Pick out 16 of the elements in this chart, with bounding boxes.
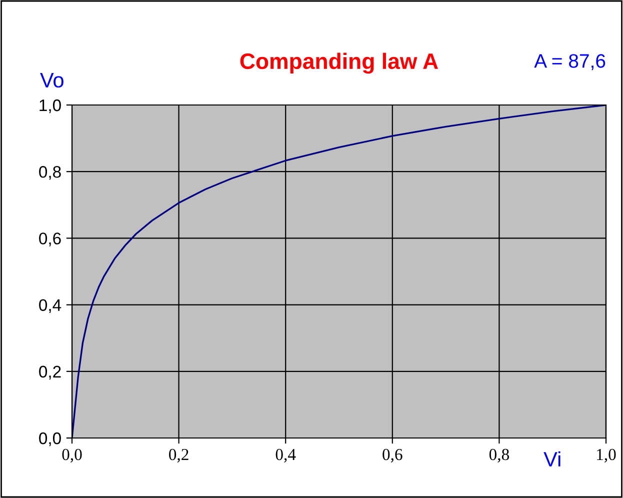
y-tick-label: 0,2 (39, 366, 61, 380)
x-axis-title: Vi (544, 451, 560, 466)
x-tick-label: 1,0 (597, 448, 616, 463)
y-tick-label: 0,4 (39, 299, 62, 313)
chart-title: Companding law A (240, 52, 438, 74)
x-tick-label: 0,4 (276, 448, 296, 463)
x-tick-label: 0,8 (489, 448, 509, 463)
text: A = 87,6 (534, 54, 606, 70)
x-tick-label: 0,6 (382, 448, 402, 463)
y-axis-title: Vo (40, 73, 64, 88)
y-tick-label: 0,8 (39, 166, 61, 180)
x-tick-label: 0,0 (62, 448, 82, 463)
y-tick-label: 0,0 (39, 432, 61, 446)
y-tick-label: 0,6 (39, 232, 61, 246)
y-tick-label: 1,0 (40, 99, 61, 114)
x-tick-label: 0,2 (169, 448, 188, 463)
